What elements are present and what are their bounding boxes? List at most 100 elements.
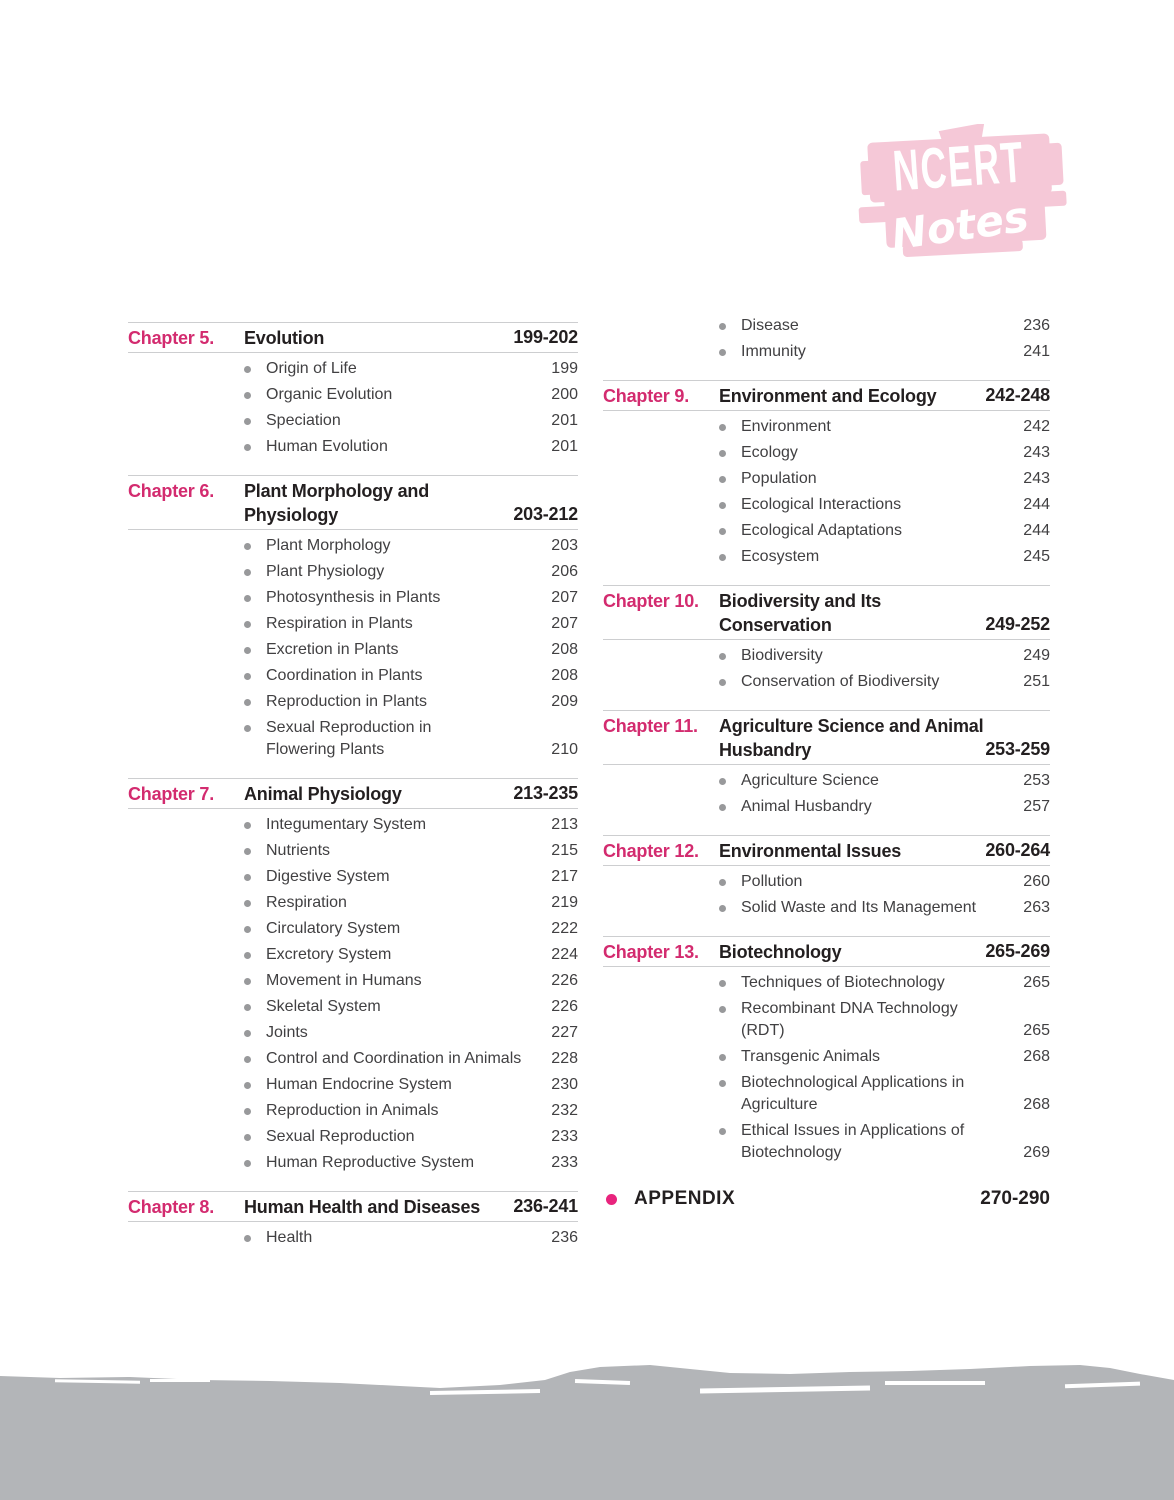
topic-page: 213 <box>551 816 578 833</box>
topic-page: 243 <box>1023 470 1050 487</box>
topic-page: 251 <box>1023 673 1050 690</box>
topic-page: 233 <box>551 1128 578 1145</box>
bullet-icon <box>719 653 726 660</box>
bullet-icon <box>244 595 251 602</box>
topic-row: Techniques of Biotechnology 265 <box>603 970 1050 996</box>
bullet-icon <box>719 1080 726 1087</box>
bullet-icon <box>244 569 251 576</box>
chapter-page-range: 213-235 <box>513 783 578 803</box>
topic-page: 208 <box>551 641 578 658</box>
chapter-header: Chapter 12. Environmental Issues 260-264 <box>603 835 1050 866</box>
topic-page: 207 <box>551 615 578 632</box>
bullet-icon <box>719 905 726 912</box>
topic-row: Control and Coordination in Animals 228 <box>128 1046 578 1072</box>
chapter-number: Chapter 6. <box>128 481 215 501</box>
topic-page: 209 <box>551 693 578 710</box>
chapter-page-range: 253-259 <box>985 739 1050 759</box>
chapter-header: Chapter 11. Agriculture Science and Anim… <box>603 710 1050 765</box>
topic-label: Circulatory System <box>266 920 401 937</box>
chapter-header: Chapter 13. Biotechnology 265-269 <box>603 936 1050 967</box>
topic-row: Biodiversity 249 <box>603 643 1050 669</box>
topic-label: Biotechnological Applications in Agricul… <box>741 1074 965 1113</box>
topic-label: Origin of Life <box>266 360 357 377</box>
topic-label: Respiration in Plants <box>266 615 413 632</box>
topic-label: Ecosystem <box>741 548 820 565</box>
chapter-page-range: 249-252 <box>985 614 1050 634</box>
chapter-number: Chapter 12. <box>603 841 699 861</box>
chapter-header: Chapter 6. Plant Morphology and Physiolo… <box>128 475 578 530</box>
topic-page: 260 <box>1023 873 1050 890</box>
chapter-title: Agriculture Science and Animal Husbandry <box>719 716 984 760</box>
topic-row: Circulatory System 222 <box>128 916 578 942</box>
topic-row: Immunity 241 <box>603 339 1050 365</box>
bullet-icon <box>719 778 726 785</box>
chapter-header: Chapter 9. Environment and Ecology 242-2… <box>603 380 1050 411</box>
topic-row: Animal Husbandry 257 <box>603 794 1050 820</box>
bullet-icon <box>244 1108 251 1115</box>
topic-row: Photosynthesis in Plants 207 <box>128 585 578 611</box>
topic-row: Human Reproductive System 233 <box>128 1150 578 1176</box>
topic-list: Integumentary System 213 Nutrients 215 D… <box>128 809 578 1179</box>
topic-row: Agriculture Science 253 <box>603 768 1050 794</box>
chapter-page-range: 199-202 <box>513 327 578 347</box>
topic-page: 236 <box>1023 317 1050 334</box>
topic-row: Human Evolution 201 <box>128 434 578 460</box>
topic-page: 265 <box>1023 1022 1050 1039</box>
appendix-row: APPENDIX 270-290 <box>603 1187 1050 1211</box>
topic-label: Sexual Reproduction in Flowering Plants <box>266 719 432 758</box>
bullet-icon <box>719 476 726 483</box>
topic-label: Transgenic Animals <box>741 1048 881 1065</box>
bullet-icon <box>719 980 726 987</box>
chapter-title: Human Health and Diseases <box>244 1197 481 1217</box>
topic-label: Organic Evolution <box>266 386 393 403</box>
bullet-icon <box>719 879 726 886</box>
topic-label: Nutrients <box>266 842 331 859</box>
topic-label: Plant Physiology <box>266 563 385 580</box>
bullet-icon <box>244 699 251 706</box>
topic-label: Excretion in Plants <box>266 641 399 658</box>
topic-row: Respiration 219 <box>128 890 578 916</box>
topic-row: Reproduction in Plants 209 <box>128 689 578 715</box>
topic-page: 228 <box>551 1050 578 1067</box>
bullet-icon <box>244 1056 251 1063</box>
topic-label: Environment <box>741 418 831 435</box>
bullet-icon <box>244 392 251 399</box>
topic-page: 243 <box>1023 444 1050 461</box>
bullet-icon <box>244 673 251 680</box>
topic-page: 207 <box>551 589 578 606</box>
topic-label: Health <box>266 1229 313 1246</box>
bullet-icon <box>719 349 726 356</box>
chapter-number: Chapter 9. <box>603 386 690 406</box>
topic-page: 249 <box>1023 647 1050 664</box>
bullet-icon <box>244 418 251 425</box>
topic-label: Immunity <box>741 343 806 360</box>
chapter-page-range: 236-241 <box>513 1196 578 1216</box>
topic-row: Digestive System 217 <box>128 864 578 890</box>
topic-list: Plant Morphology 203 Plant Physiology 20… <box>128 530 578 766</box>
bullet-icon <box>719 679 726 686</box>
chapter-title: Plant Morphology and Physiology <box>244 481 429 525</box>
chapter-number: Chapter 11. <box>603 716 698 736</box>
topic-row: Skeletal System 226 <box>128 994 578 1020</box>
topic-page: 210 <box>551 741 578 758</box>
topic-label: Reproduction in Animals <box>266 1102 439 1119</box>
toc-left-column: Chapter 5. Evolution 199-202 Origin of L… <box>128 322 578 1254</box>
topic-page: 241 <box>1023 343 1050 360</box>
logo-text-ncert: NCERT <box>891 131 1026 204</box>
topic-label: Ecology <box>741 444 798 461</box>
topic-row: Excretion in Plants 208 <box>128 637 578 663</box>
chapter-page-range: 265-269 <box>985 941 1050 961</box>
topic-list: Environment 242 Ecology 243 Population 2… <box>603 411 1050 573</box>
topic-row: Movement in Humans 226 <box>128 968 578 994</box>
topic-page: 245 <box>1023 548 1050 565</box>
bullet-icon <box>719 554 726 561</box>
bullet-icon <box>719 450 726 457</box>
topic-list: Pollution 260 Solid Waste and Its Manage… <box>603 866 1050 924</box>
topic-label: Integumentary System <box>266 816 427 833</box>
chapter-section: Chapter 9. Environment and Ecology 242-2… <box>603 380 1050 573</box>
chapter-section: Chapter 8. Human Health and Diseases 236… <box>128 1191 578 1254</box>
bullet-icon <box>244 1134 251 1141</box>
topic-label: Digestive System <box>266 868 390 885</box>
topic-page: 203 <box>551 537 578 554</box>
